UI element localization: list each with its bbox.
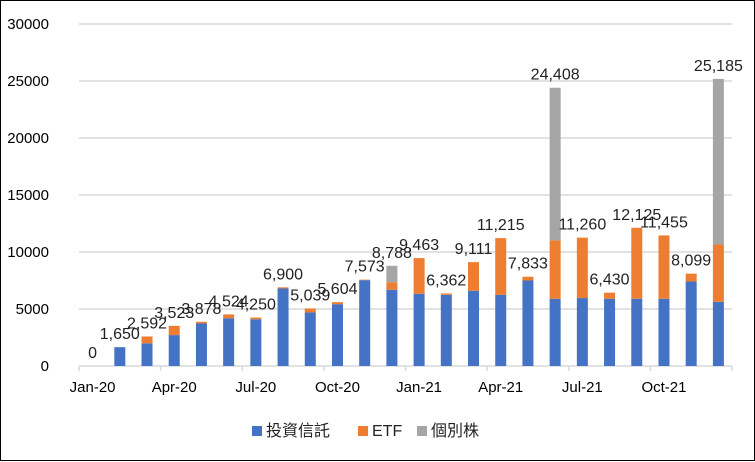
bar-segment-toushin (414, 294, 425, 366)
y-tick-label: 25000 (7, 73, 49, 90)
data-label-total: 4,250 (236, 297, 276, 314)
legend-swatch (417, 426, 427, 436)
bar-segment-etf (305, 309, 316, 313)
bar-segment-toushin (196, 323, 207, 366)
legend-swatch (252, 426, 262, 436)
data-label-total: 25,185 (694, 58, 743, 75)
x-tick-label: Jul-20 (235, 379, 276, 396)
bar-segment-etf (550, 240, 561, 298)
bar-segment-toushin (386, 290, 397, 366)
y-tick-label: 30000 (7, 16, 49, 33)
x-tick-label: Jan-21 (396, 379, 442, 396)
y-tick-label: 5000 (16, 301, 49, 318)
bar-segment-etf (604, 293, 615, 299)
bar-segment-toushin (495, 295, 506, 366)
y-tick-label: 15000 (7, 187, 49, 204)
bar-segment-etf (631, 228, 642, 299)
bar-segment-etf (223, 314, 234, 318)
x-tick-label: Jul-21 (562, 379, 603, 396)
legend-label: ETF (372, 423, 402, 440)
bar-segment-toushin (359, 280, 370, 366)
bar-segment-etf (441, 293, 452, 294)
data-label-total: 7,833 (508, 256, 548, 273)
bar-segment-etf (278, 287, 289, 288)
bar-segment-toushin (550, 299, 561, 366)
data-label-total: 0 (88, 345, 97, 362)
bar-segment-etf (686, 274, 697, 282)
data-label-total: 6,900 (263, 266, 303, 283)
x-tick-label: Apr-21 (478, 379, 523, 396)
bar-segment-etf (468, 262, 479, 291)
bar-segment-etf (332, 302, 343, 304)
bar-segment-toushin (604, 299, 615, 366)
bar-segment-etf (386, 282, 397, 290)
bar-segment-toushin (169, 335, 180, 366)
bar-segment-toushin (223, 318, 234, 366)
bar-segment-toushin (250, 319, 261, 366)
bar-segment-toushin (713, 302, 724, 366)
data-label-total: 6,430 (590, 272, 630, 289)
x-tick-label: Jan-20 (70, 379, 116, 396)
data-label-total: 6,362 (426, 272, 466, 289)
data-label-total: 11,260 (558, 217, 606, 234)
data-label-total: 11,455 (640, 214, 688, 231)
y-tick-label: 10000 (7, 244, 49, 261)
data-label-total: 9,463 (399, 237, 439, 254)
bar-segment-toushin (522, 281, 533, 367)
bar-segment-etf (169, 326, 180, 335)
bar-segment-etf (577, 238, 588, 298)
bar-segment-toushin (305, 312, 316, 366)
bar-segment-etf (196, 322, 207, 324)
data-label-total: 11,215 (477, 217, 525, 234)
legend-label: 投資信託 (266, 422, 330, 440)
bar-segment-toushin (441, 295, 452, 366)
bar-segment-toushin (577, 298, 588, 366)
data-label-total: 9,111 (455, 241, 493, 258)
bar-segment-etf (522, 277, 533, 281)
y-tick-label: 0 (41, 358, 49, 375)
bar-segment-toushin (278, 288, 289, 366)
data-label-total: 5,604 (317, 281, 357, 298)
bar-segment-etf (658, 235, 669, 298)
x-tick-label: Oct-20 (315, 379, 360, 396)
bar-segment-toushin (686, 282, 697, 366)
bar-segment-toushin (631, 299, 642, 366)
x-tick-label: Oct-21 (641, 379, 686, 396)
bar-segment-etf (713, 244, 724, 301)
bar-segment-kobetsu (713, 79, 724, 245)
bar-segment-toushin (142, 343, 153, 366)
bar-segment-etf (250, 318, 261, 320)
bar-segment-toushin (332, 304, 343, 366)
bar-segment-etf (414, 258, 425, 294)
bar-segment-kobetsu (386, 266, 397, 282)
bar-segment-toushin (114, 347, 125, 366)
bar-segment-toushin (468, 291, 479, 366)
bar-segment-toushin (658, 299, 669, 366)
bar-segment-etf (495, 238, 506, 295)
data-label-total: 8,099 (671, 253, 711, 270)
x-tick-label: Apr-20 (152, 379, 197, 396)
legend-swatch (358, 426, 368, 436)
data-label-total: 24,408 (531, 67, 580, 84)
bar-segment-etf (142, 336, 153, 343)
y-tick-label: 20000 (7, 130, 49, 147)
legend-label: 個別株 (431, 422, 479, 440)
